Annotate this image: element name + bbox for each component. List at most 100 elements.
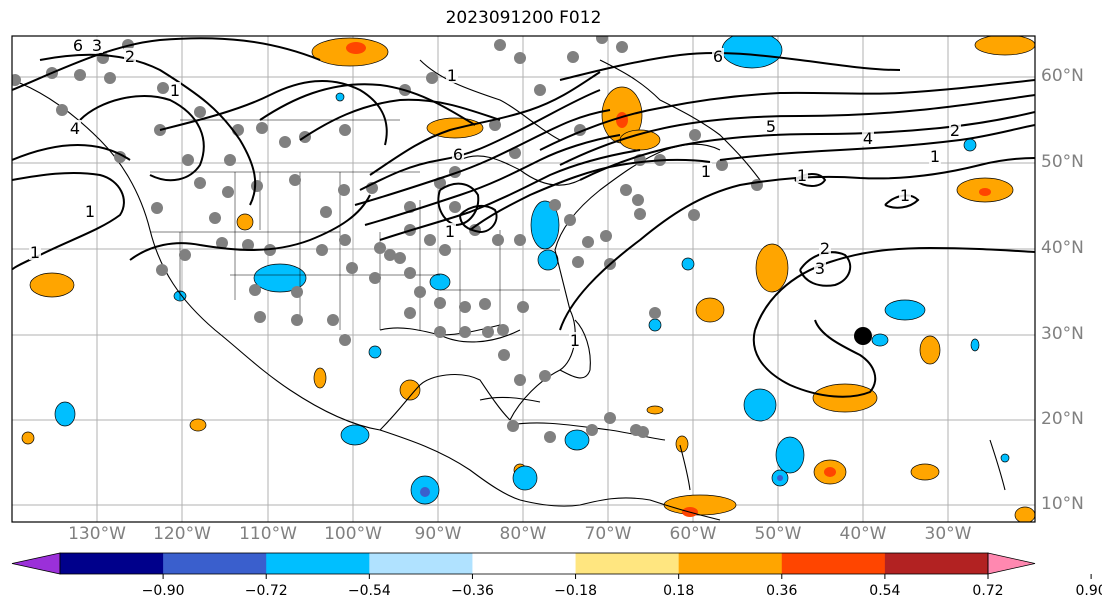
station-dot <box>482 326 494 338</box>
contour-label: 1 <box>85 202 95 221</box>
station-dot <box>489 119 501 131</box>
station-dot <box>254 311 266 323</box>
contour-label-bg <box>69 120 81 136</box>
colorbar-tick-label: 0.18 <box>663 583 695 599</box>
colorbar-segment <box>472 553 577 574</box>
station-dot <box>498 349 510 361</box>
station-dot <box>216 237 228 249</box>
station-dot <box>572 256 584 268</box>
contour-label-bg <box>949 122 961 138</box>
station-dot <box>637 426 649 438</box>
colorbar-segment <box>781 553 886 574</box>
colorbar-tick-label: −0.54 <box>347 583 391 599</box>
longitude-label: 130°W <box>68 524 126 544</box>
station-dot <box>689 129 701 141</box>
station-dot <box>291 286 303 298</box>
station-dot <box>514 52 526 64</box>
map-title: 2023091200 F012 <box>445 8 602 28</box>
station-dot <box>404 307 416 319</box>
latitude-label: 50°N <box>1041 152 1084 172</box>
contour-label-bg <box>452 146 464 162</box>
station-dot <box>492 234 504 246</box>
station-dot <box>74 69 86 81</box>
contour-label: 6 <box>73 36 83 55</box>
station-dot <box>222 186 234 198</box>
station-dot <box>507 420 519 432</box>
station-dot <box>567 51 579 63</box>
station-dot <box>494 39 506 51</box>
station-dot <box>424 234 436 246</box>
contour-label: 5 <box>766 117 776 136</box>
longitude-label: 50°W <box>754 524 802 544</box>
contour-label-bg <box>91 37 103 53</box>
contour-label: 3 <box>92 36 102 55</box>
positive-anomaly-regions <box>21 36 1035 522</box>
station-dot <box>449 201 461 213</box>
contour-lines <box>12 37 1035 398</box>
contour-label-bg <box>444 223 456 239</box>
station-dot <box>582 236 594 248</box>
contour-label-bg <box>712 48 724 64</box>
station-dot <box>459 301 471 313</box>
longitude-label: 110°W <box>239 524 297 544</box>
map-frame <box>11 35 1036 523</box>
colorbar-tick-label: −0.36 <box>450 583 494 599</box>
contour-label: 3 <box>815 259 825 278</box>
colorbar-segment <box>266 553 370 574</box>
contour-label: 1 <box>570 331 580 350</box>
contour-label-bg <box>700 163 712 179</box>
station-dot <box>404 267 416 279</box>
station-dot <box>291 314 303 326</box>
station-dot <box>374 242 386 254</box>
station-dot <box>249 284 261 296</box>
longitude-label: 90°W <box>414 524 462 544</box>
station-dot <box>156 264 168 276</box>
station-dot <box>369 272 381 284</box>
colorbar-tick-label: 0.72 <box>972 583 1004 599</box>
station-dot <box>514 234 526 246</box>
station-dot <box>514 374 526 386</box>
coastlines <box>12 59 1006 521</box>
colorbar-tick-label: −0.18 <box>554 583 597 599</box>
contour-label: 1 <box>445 222 455 241</box>
contour-label: 1 <box>797 166 807 185</box>
longitude-label: 70°W <box>584 524 632 544</box>
colorbar-extend-max <box>987 552 1036 575</box>
longitude-label: 30°W <box>924 524 972 544</box>
negative-anomaly-regions <box>54 36 1010 505</box>
station-dot <box>316 244 328 256</box>
station-dot <box>534 84 546 96</box>
station-dot <box>564 214 576 226</box>
longitude-label: 40°W <box>839 524 887 544</box>
station-dot <box>327 314 339 326</box>
station-dot <box>339 334 351 346</box>
station-dot <box>600 230 612 242</box>
contour-label-bg <box>862 130 874 146</box>
contour-label-bg <box>72 37 84 53</box>
contour-label: 2 <box>820 239 830 258</box>
station-dot <box>632 194 644 206</box>
station-dot <box>604 412 616 424</box>
contour-label-bg <box>169 82 181 98</box>
station-dot <box>620 184 632 196</box>
contour-label-bg <box>814 260 826 276</box>
colorbar-segment <box>60 553 164 574</box>
contour-label: 2 <box>950 121 960 140</box>
station-dot <box>479 298 491 310</box>
station-dot <box>459 326 471 338</box>
station-dot <box>439 244 451 256</box>
strong-negative-cores <box>420 475 783 497</box>
colorbar-tick-label: 0.54 <box>869 583 901 599</box>
station-dot <box>179 249 191 261</box>
station-dot <box>434 326 446 338</box>
contour-label-bg <box>899 187 911 203</box>
contour-label-bg <box>84 203 96 219</box>
contour-label-bg <box>819 240 831 256</box>
contour-label-bg <box>446 67 458 83</box>
contour-label-bg <box>929 148 941 164</box>
station-dot <box>517 301 529 313</box>
station-dot <box>346 262 358 274</box>
contour-label: 2 <box>125 47 135 66</box>
station-dot <box>338 184 350 196</box>
